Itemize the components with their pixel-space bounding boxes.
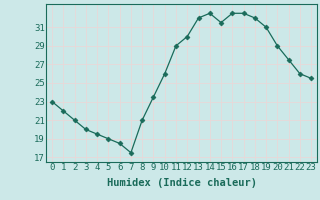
X-axis label: Humidex (Indice chaleur): Humidex (Indice chaleur) bbox=[107, 178, 257, 188]
